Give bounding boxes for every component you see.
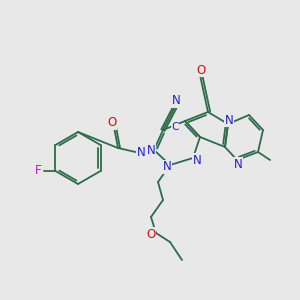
- Text: C: C: [171, 122, 179, 132]
- Text: F: F: [35, 164, 42, 178]
- Text: N: N: [193, 154, 201, 166]
- Text: N: N: [172, 94, 180, 107]
- Text: N: N: [225, 113, 233, 127]
- Text: N: N: [136, 146, 146, 158]
- Text: O: O: [146, 227, 156, 241]
- Text: N: N: [163, 160, 171, 173]
- Text: O: O: [107, 116, 117, 130]
- Text: O: O: [196, 64, 206, 76]
- Text: N: N: [147, 143, 155, 157]
- Text: N: N: [234, 158, 242, 170]
